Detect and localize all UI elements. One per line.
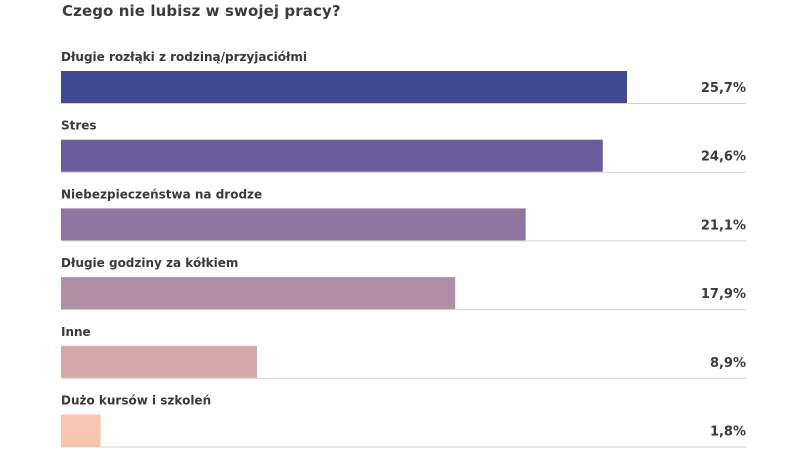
value-label: 8,9% <box>710 356 746 371</box>
value-label: 24,6% <box>701 150 746 165</box>
category-label: Niebezpieczeństwa na drodze <box>61 187 262 201</box>
bar <box>61 414 101 447</box>
category-label: Długie rozłąki z rodziną/przyjaciółmi <box>61 50 307 64</box>
category-label: Inne <box>61 325 91 339</box>
category-label: Dużo kursów i szkoleń <box>61 394 211 408</box>
chart-title: Czego nie lubisz w swojej pracy? <box>62 2 341 20</box>
bar <box>61 345 258 378</box>
value-label: 1,8% <box>710 425 746 440</box>
value-label: 21,1% <box>701 218 746 233</box>
value-label: 17,9% <box>701 287 746 302</box>
value-label: 25,7% <box>701 81 746 96</box>
category-label: Stres <box>61 119 97 133</box>
category-label: Długie godziny za kółkiem <box>61 256 238 270</box>
bar <box>61 139 603 172</box>
bar <box>61 71 627 103</box>
bar <box>61 208 526 241</box>
bar <box>61 277 456 310</box>
